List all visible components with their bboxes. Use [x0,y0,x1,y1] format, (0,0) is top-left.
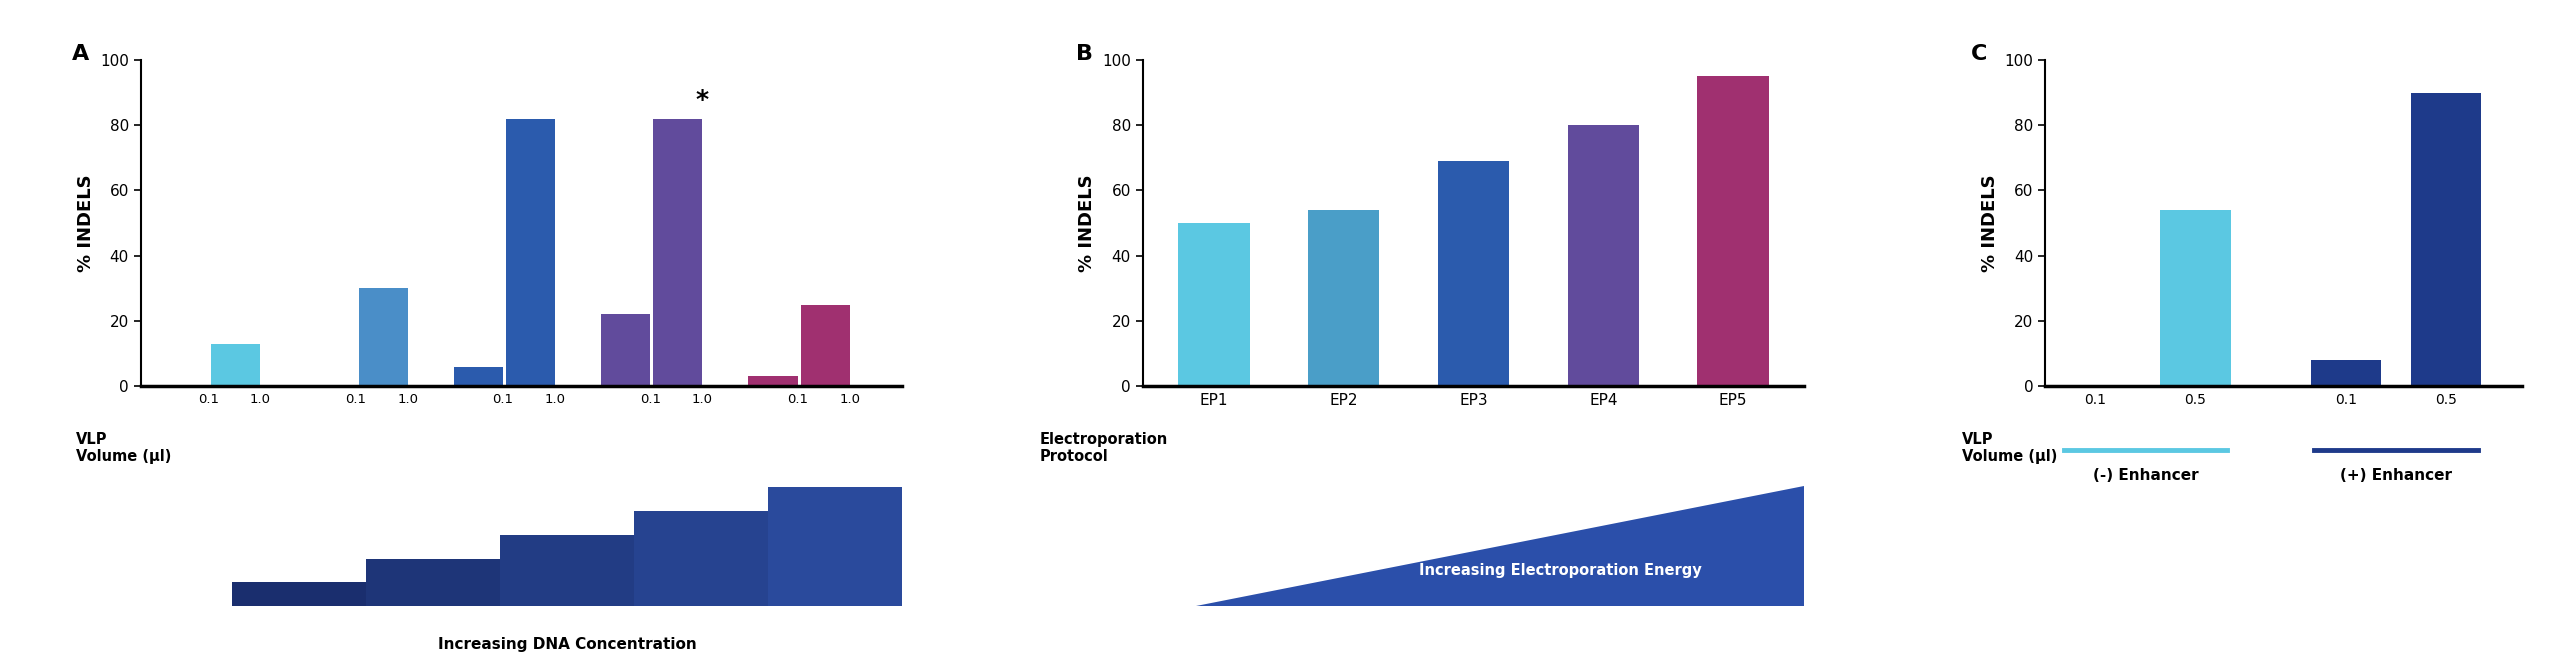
Bar [2161,210,2230,386]
Bar [1697,76,1769,386]
Bar [748,376,799,386]
Bar [635,511,768,606]
Bar [212,344,261,386]
Y-axis label: % INDELS: % INDELS [1981,174,1999,272]
Bar [801,305,850,386]
Bar [1439,161,1510,386]
Bar [453,367,502,386]
Bar [358,288,407,386]
Bar [2312,360,2381,386]
Text: (-) Enhancer: (-) Enhancer [2092,468,2199,484]
Bar [1567,125,1638,386]
Y-axis label: % INDELS: % INDELS [77,174,95,272]
Y-axis label: % INDELS: % INDELS [1078,174,1096,272]
Bar [499,535,635,606]
Bar [602,314,650,386]
Bar [653,119,701,386]
Text: Increasing Electroporation Energy: Increasing Electroporation Energy [1418,563,1702,577]
Text: Electroporation
Protocol: Electroporation Protocol [1039,432,1167,464]
Text: VLP
Volume (μl): VLP Volume (μl) [77,432,172,464]
Text: VLP
Volume (μl): VLP Volume (μl) [1961,432,2058,464]
Text: B: B [1075,43,1093,64]
Text: C: C [1971,43,1987,64]
Text: (+) Enhancer: (+) Enhancer [2340,468,2452,484]
Text: A: A [72,43,90,64]
Text: *: * [696,88,709,112]
Bar [1178,223,1249,386]
Bar [1308,210,1380,386]
Bar [233,582,366,606]
Polygon shape [1196,486,1805,606]
Bar [366,559,499,606]
Bar [768,488,901,606]
Text: Increasing DNA Concentration: Increasing DNA Concentration [438,637,696,652]
Bar [507,119,556,386]
Bar [2412,93,2481,386]
